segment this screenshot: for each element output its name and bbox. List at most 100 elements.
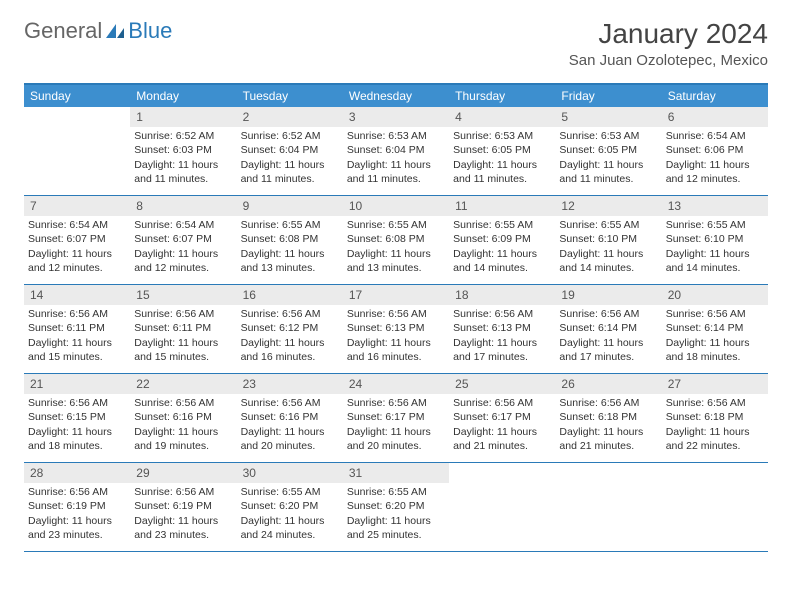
day-text: Sunrise: 6:56 AMSunset: 6:19 PMDaylight:… [24, 485, 130, 546]
sunset-text: Sunset: 6:20 PM [241, 499, 339, 513]
week-row: 1Sunrise: 6:52 AMSunset: 6:03 PMDaylight… [24, 107, 768, 196]
day-number: 3 [343, 107, 449, 127]
day-text: Sunrise: 6:53 AMSunset: 6:04 PMDaylight:… [343, 129, 449, 190]
day-cell: 5Sunrise: 6:53 AMSunset: 6:05 PMDaylight… [555, 107, 661, 195]
day-number: 25 [449, 374, 555, 394]
daylight-text: Daylight: 11 hours and 25 minutes. [347, 514, 445, 542]
daylight-text: Daylight: 11 hours and 17 minutes. [453, 336, 551, 364]
day-cell: 29Sunrise: 6:56 AMSunset: 6:19 PMDayligh… [130, 463, 236, 551]
daylight-text: Daylight: 11 hours and 15 minutes. [28, 336, 126, 364]
day-cell: 22Sunrise: 6:56 AMSunset: 6:16 PMDayligh… [130, 374, 236, 462]
sunrise-text: Sunrise: 6:56 AM [559, 307, 657, 321]
day-text: Sunrise: 6:56 AMSunset: 6:16 PMDaylight:… [237, 396, 343, 457]
day-number: 2 [237, 107, 343, 127]
day-cell: 21Sunrise: 6:56 AMSunset: 6:15 PMDayligh… [24, 374, 130, 462]
day-header-row: Sunday Monday Tuesday Wednesday Thursday… [24, 85, 768, 107]
day-cell: 3Sunrise: 6:53 AMSunset: 6:04 PMDaylight… [343, 107, 449, 195]
sunset-text: Sunset: 6:06 PM [666, 143, 764, 157]
header: General Blue January 2024 San Juan Ozolo… [0, 0, 792, 77]
sunrise-text: Sunrise: 6:56 AM [666, 307, 764, 321]
day-cell: 2Sunrise: 6:52 AMSunset: 6:04 PMDaylight… [237, 107, 343, 195]
daylight-text: Daylight: 11 hours and 18 minutes. [666, 336, 764, 364]
day-text: Sunrise: 6:52 AMSunset: 6:03 PMDaylight:… [130, 129, 236, 190]
month-title: January 2024 [569, 18, 768, 50]
daylight-text: Daylight: 11 hours and 19 minutes. [134, 425, 232, 453]
day-cell: 26Sunrise: 6:56 AMSunset: 6:18 PMDayligh… [555, 374, 661, 462]
sunset-text: Sunset: 6:09 PM [453, 232, 551, 246]
day-text: Sunrise: 6:56 AMSunset: 6:15 PMDaylight:… [24, 396, 130, 457]
week-row: 7Sunrise: 6:54 AMSunset: 6:07 PMDaylight… [24, 196, 768, 285]
week-row: 14Sunrise: 6:56 AMSunset: 6:11 PMDayligh… [24, 285, 768, 374]
daylight-text: Daylight: 11 hours and 11 minutes. [241, 158, 339, 186]
daylight-text: Daylight: 11 hours and 14 minutes. [559, 247, 657, 275]
day-cell: 16Sunrise: 6:56 AMSunset: 6:12 PMDayligh… [237, 285, 343, 373]
sunrise-text: Sunrise: 6:55 AM [241, 218, 339, 232]
day-cell: 24Sunrise: 6:56 AMSunset: 6:17 PMDayligh… [343, 374, 449, 462]
sunset-text: Sunset: 6:18 PM [559, 410, 657, 424]
daylight-text: Daylight: 11 hours and 16 minutes. [241, 336, 339, 364]
daylight-text: Daylight: 11 hours and 11 minutes. [347, 158, 445, 186]
daylight-text: Daylight: 11 hours and 22 minutes. [666, 425, 764, 453]
sunrise-text: Sunrise: 6:56 AM [666, 396, 764, 410]
day-text: Sunrise: 6:55 AMSunset: 6:20 PMDaylight:… [343, 485, 449, 546]
day-text: Sunrise: 6:54 AMSunset: 6:06 PMDaylight:… [662, 129, 768, 190]
sunset-text: Sunset: 6:08 PM [347, 232, 445, 246]
day-header: Monday [130, 85, 236, 107]
daylight-text: Daylight: 11 hours and 23 minutes. [28, 514, 126, 542]
sunset-text: Sunset: 6:19 PM [134, 499, 232, 513]
sunset-text: Sunset: 6:07 PM [134, 232, 232, 246]
daylight-text: Daylight: 11 hours and 12 minutes. [134, 247, 232, 275]
daylight-text: Daylight: 11 hours and 11 minutes. [134, 158, 232, 186]
daylight-text: Daylight: 11 hours and 21 minutes. [453, 425, 551, 453]
week-row: 21Sunrise: 6:56 AMSunset: 6:15 PMDayligh… [24, 374, 768, 463]
day-number: 11 [449, 196, 555, 216]
sunset-text: Sunset: 6:13 PM [453, 321, 551, 335]
logo: General Blue [24, 18, 172, 44]
day-text: Sunrise: 6:53 AMSunset: 6:05 PMDaylight:… [555, 129, 661, 190]
day-header: Friday [555, 85, 661, 107]
daylight-text: Daylight: 11 hours and 23 minutes. [134, 514, 232, 542]
day-cell: 11Sunrise: 6:55 AMSunset: 6:09 PMDayligh… [449, 196, 555, 284]
day-number: 20 [662, 285, 768, 305]
day-number: 24 [343, 374, 449, 394]
day-number: 18 [449, 285, 555, 305]
daylight-text: Daylight: 11 hours and 14 minutes. [666, 247, 764, 275]
sunset-text: Sunset: 6:17 PM [453, 410, 551, 424]
day-cell: 15Sunrise: 6:56 AMSunset: 6:11 PMDayligh… [130, 285, 236, 373]
day-text: Sunrise: 6:55 AMSunset: 6:08 PMDaylight:… [237, 218, 343, 279]
day-text: Sunrise: 6:56 AMSunset: 6:17 PMDaylight:… [449, 396, 555, 457]
day-number: 7 [24, 196, 130, 216]
day-number: 16 [237, 285, 343, 305]
sunset-text: Sunset: 6:11 PM [134, 321, 232, 335]
day-text: Sunrise: 6:52 AMSunset: 6:04 PMDaylight:… [237, 129, 343, 190]
day-cell: 28Sunrise: 6:56 AMSunset: 6:19 PMDayligh… [24, 463, 130, 551]
day-number: 9 [237, 196, 343, 216]
sunrise-text: Sunrise: 6:56 AM [28, 307, 126, 321]
sunset-text: Sunset: 6:12 PM [241, 321, 339, 335]
sunrise-text: Sunrise: 6:56 AM [28, 396, 126, 410]
day-number: 30 [237, 463, 343, 483]
sunrise-text: Sunrise: 6:56 AM [347, 396, 445, 410]
sunrise-text: Sunrise: 6:54 AM [666, 129, 764, 143]
day-number: 5 [555, 107, 661, 127]
sunset-text: Sunset: 6:07 PM [28, 232, 126, 246]
sunrise-text: Sunrise: 6:56 AM [134, 396, 232, 410]
sunset-text: Sunset: 6:10 PM [559, 232, 657, 246]
logo-general: General [24, 18, 102, 44]
sunrise-text: Sunrise: 6:53 AM [559, 129, 657, 143]
daylight-text: Daylight: 11 hours and 20 minutes. [241, 425, 339, 453]
sunrise-text: Sunrise: 6:55 AM [666, 218, 764, 232]
daylight-text: Daylight: 11 hours and 13 minutes. [241, 247, 339, 275]
day-cell: 4Sunrise: 6:53 AMSunset: 6:05 PMDaylight… [449, 107, 555, 195]
daylight-text: Daylight: 11 hours and 17 minutes. [559, 336, 657, 364]
day-number: 10 [343, 196, 449, 216]
daylight-text: Daylight: 11 hours and 12 minutes. [666, 158, 764, 186]
day-text: Sunrise: 6:55 AMSunset: 6:20 PMDaylight:… [237, 485, 343, 546]
day-header: Sunday [24, 85, 130, 107]
location: San Juan Ozolotepec, Mexico [569, 52, 768, 69]
day-number: 27 [662, 374, 768, 394]
logo-blue: Blue [128, 18, 172, 44]
day-number: 4 [449, 107, 555, 127]
sunrise-text: Sunrise: 6:53 AM [453, 129, 551, 143]
sunset-text: Sunset: 6:19 PM [28, 499, 126, 513]
